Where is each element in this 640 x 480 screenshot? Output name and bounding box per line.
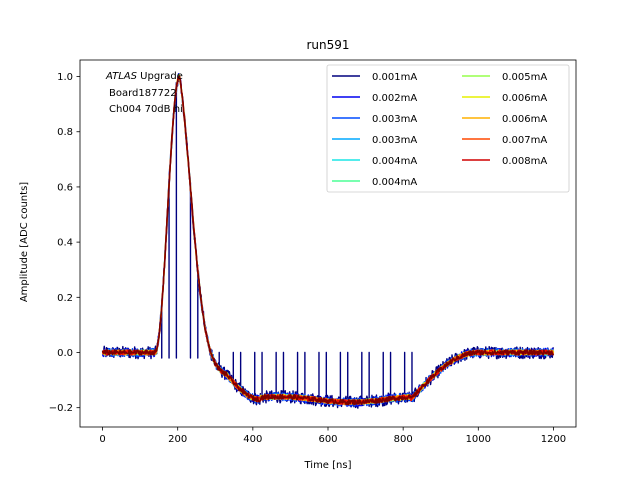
legend-label: 0.008mA	[502, 156, 547, 167]
svg-text:ATLAS Upgrade: ATLAS Upgrade	[105, 71, 183, 82]
legend-label: 0.003mA	[372, 135, 417, 146]
x-tick-label: 400	[243, 434, 262, 445]
legend-label: 0.004mA	[372, 156, 417, 167]
y-axis-label: Amplitude [ADC counts]	[19, 182, 30, 302]
y-tick-label: 0.0	[57, 348, 73, 359]
board-label: Board187722	[109, 88, 177, 99]
legend-label: 0.006mA	[502, 114, 547, 125]
series-lines	[101, 73, 555, 409]
x-tick-label: 1200	[541, 434, 566, 445]
legend-label: 0.003mA	[372, 114, 417, 125]
legend-label: 0.007mA	[502, 135, 547, 146]
legend: 0.001mA 0.002mA 0.003mA 0.003mA 0.004mA 0.004…	[326, 64, 570, 193]
atlas-annotation: ATLAS Upgrade Board187722 Ch004 70dB hi	[105, 71, 183, 115]
x-tick-label: 200	[168, 434, 187, 445]
x-axis: 0 200 400 600 800 1000 1200	[99, 427, 566, 445]
upgrade-label: Upgrade	[137, 71, 183, 82]
y-axis: −0.2 0.0 0.2 0.4 0.6 0.8 1.0	[49, 72, 80, 414]
legend-label: 0.004mA	[372, 177, 417, 188]
legend-box	[326, 64, 570, 193]
legend-label: 0.005mA	[502, 72, 547, 83]
x-tick-label: 800	[394, 434, 413, 445]
legend-label: 0.001mA	[372, 72, 417, 83]
y-tick-label: 1.0	[57, 72, 73, 83]
series-line	[101, 75, 555, 406]
chart-title: run591	[306, 38, 349, 52]
x-tick-label: 1000	[466, 434, 491, 445]
y-tick-label: 0.4	[57, 238, 73, 249]
x-tick-label: 0	[99, 434, 105, 445]
legend-label: 0.006mA	[502, 93, 547, 104]
y-tick-label: 0.2	[57, 293, 73, 304]
x-tick-label: 600	[318, 434, 337, 445]
legend-label: 0.002mA	[372, 93, 417, 104]
channel-label: Ch004 70dB hi	[109, 104, 183, 115]
y-tick-label: 0.8	[57, 127, 73, 138]
y-tick-label: 0.6	[57, 182, 73, 193]
atlas-label: ATLAS	[105, 71, 138, 82]
y-tick-label: −0.2	[49, 403, 73, 414]
x-axis-label: Time [ns]	[303, 460, 351, 471]
